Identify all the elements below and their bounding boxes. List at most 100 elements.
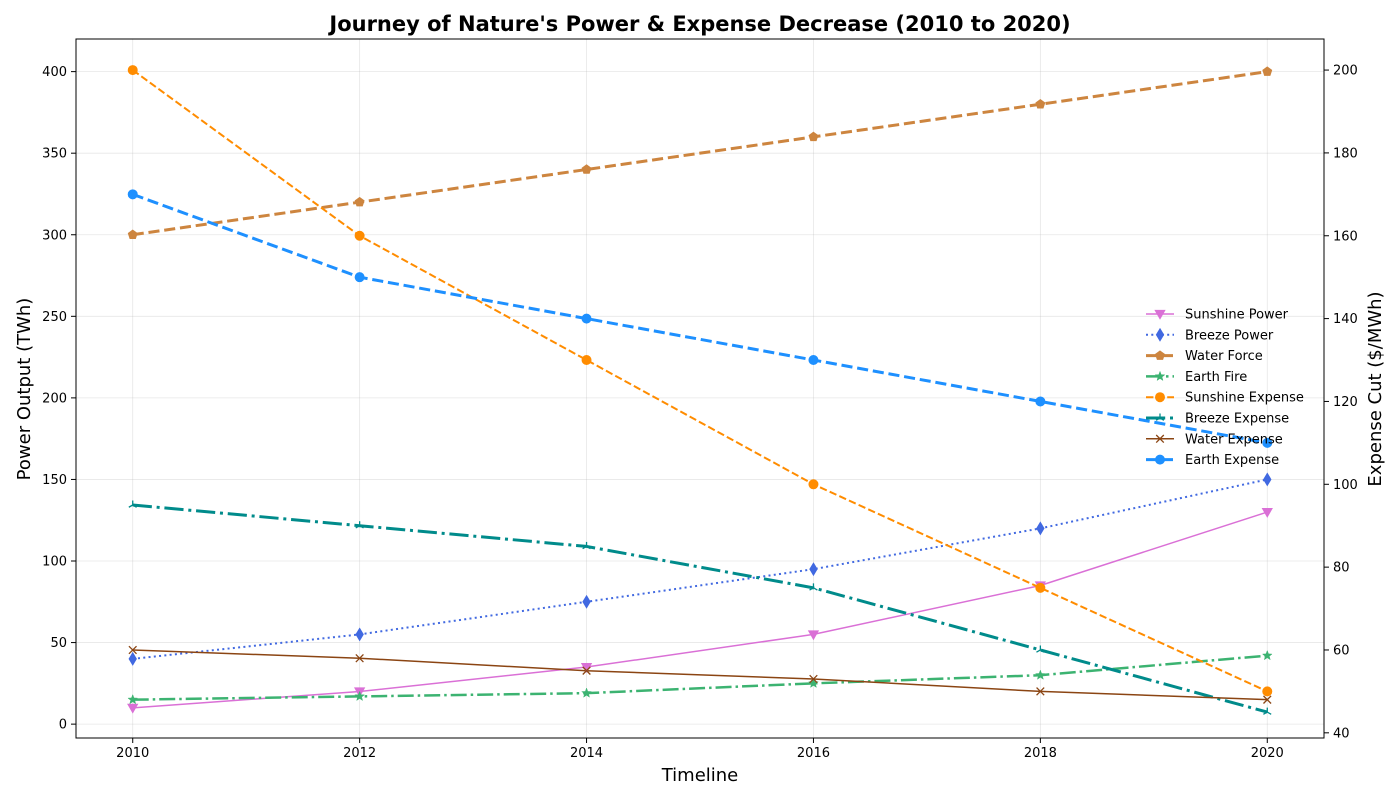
data-point-earth-expense (127, 189, 138, 200)
legend-label: Water Expense (1185, 432, 1283, 447)
y-right-tick-label: 100 (1333, 478, 1358, 493)
data-point-water-expense (128, 645, 137, 655)
y-left-tick-label: 0 (59, 718, 67, 733)
data-point-earth-fire (1261, 649, 1273, 661)
marker-stroke (1159, 417, 1165, 421)
data-point-sunshine-expense (1262, 686, 1273, 697)
marker-stroke (1036, 687, 1045, 696)
data-point-water-expense (582, 666, 591, 675)
marker-stroke (355, 654, 364, 663)
legend-item-breeze-power: Breeze Power (1146, 327, 1274, 343)
legend-swatch-marker (1155, 350, 1165, 360)
legend-label: Earth Expense (1185, 453, 1279, 468)
x-axis: 2010 2012 2014 2016 2018 2020 (116, 738, 1284, 761)
marker-stroke (1263, 711, 1268, 715)
data-point-sunshine-power (127, 703, 139, 714)
legend-item-sunshine-power: Sunshine Power (1146, 308, 1289, 323)
legend-swatch-marker (1155, 327, 1165, 342)
marker-stroke (813, 587, 818, 591)
data-point-earth-fire (1034, 669, 1046, 680)
marker-stroke (586, 545, 591, 550)
legend-swatch-marker (1155, 454, 1165, 465)
data-point-water-force (808, 131, 819, 142)
data-point-water-force (354, 196, 365, 207)
legend-swatch-marker (1154, 370, 1166, 382)
series-markers-breeze-power (128, 472, 1272, 666)
x-tick-label: 2018 (1024, 746, 1057, 761)
data-point-sunshine-power (1261, 507, 1273, 518)
legend-item-sunshine-expense: Sunshine Expense (1146, 391, 1304, 406)
series-line-earth-expense (132, 192, 1268, 445)
legend-label: Sunshine Expense (1185, 391, 1304, 406)
data-point-water-expense (1263, 695, 1272, 704)
y-axis-right-label: Expense Cut ($/MWh) (1365, 291, 1386, 486)
data-point-earth-expense (581, 313, 592, 324)
y-right-tick-label: 160 (1333, 229, 1358, 244)
marker-stroke (1036, 649, 1041, 653)
legend-label: Breeze Power (1185, 328, 1274, 343)
legend-item-breeze-expense: Breeze Expense (1146, 412, 1289, 427)
series-line-sunshine-expense (132, 69, 1268, 693)
data-point-water-force (1262, 66, 1273, 76)
legend: Sunshine Power Breeze Power Water Force Ear… (1146, 308, 1304, 468)
data-point-breeze-power (1263, 472, 1272, 487)
legend-label: Earth Fire (1185, 370, 1247, 385)
marker-stroke (359, 525, 364, 529)
y-left-tick-label: 350 (42, 147, 67, 162)
y-left-tick-label: 300 (42, 228, 67, 243)
marker-stroke (1266, 711, 1272, 715)
data-point-breeze-power (128, 651, 137, 666)
x-tick-label: 2020 (1251, 746, 1284, 761)
marker-stroke (1155, 434, 1165, 444)
data-point-water-force (1035, 99, 1046, 109)
marker-stroke (582, 545, 587, 550)
x-tick-label: 2014 (570, 746, 603, 761)
series-markers-earth-expense (127, 189, 1273, 448)
series-markers-sunshine-power (127, 507, 1273, 714)
marker-stroke (1155, 417, 1161, 421)
data-point-sunshine-expense (1035, 582, 1046, 593)
legend-item-water-force: Water Force (1146, 349, 1263, 364)
y-right-tick-label: 180 (1333, 146, 1358, 161)
series-lines (132, 69, 1268, 714)
plot-area-frame (75, 38, 1325, 739)
y-right-tick-label: 60 (1333, 643, 1350, 658)
x-tick-label: 2010 (116, 746, 149, 761)
legend-item-water-expense: Water Expense (1146, 432, 1283, 447)
y-left-tick-label: 150 (42, 473, 67, 488)
data-point-sunshine-expense (127, 65, 138, 76)
marker-stroke (128, 504, 134, 508)
legend-label: Breeze Expense (1185, 412, 1289, 427)
data-point-sunshine-expense (808, 479, 819, 490)
x-axis-label: Timeline (661, 765, 739, 786)
data-point-earth-fire (581, 687, 592, 698)
series-markers-sunshine-expense (127, 65, 1273, 697)
data-point-earth-fire (354, 690, 366, 702)
data-point-breeze-expense (128, 500, 137, 508)
data-point-sunshine-expense (581, 355, 592, 366)
series-markers-water-force (127, 66, 1273, 239)
y-left-tick-label: 200 (42, 391, 67, 406)
data-point-sunshine-expense (354, 230, 365, 241)
data-point-breeze-power (582, 594, 591, 609)
y-axis-right: 40 60 80 100 120 140 160 180 200 (1324, 64, 1358, 741)
series-line-earth-fire (132, 654, 1268, 701)
data-point-breeze-expense (809, 583, 818, 591)
marker-stroke (809, 674, 818, 684)
legend-swatch-marker (1155, 392, 1165, 403)
y-left-tick-label: 250 (42, 310, 67, 325)
legend-label: Water Force (1185, 349, 1263, 364)
chart-title: Journey of Nature's Power & Expense Decr… (327, 12, 1070, 36)
data-point-breeze-expense (582, 541, 591, 550)
marker-stroke (132, 504, 137, 508)
data-point-water-force (127, 229, 138, 239)
legend-item-earth-expense: Earth Expense (1146, 453, 1279, 468)
data-point-earth-fire (127, 693, 139, 705)
data-point-water-expense (809, 674, 818, 684)
marker-stroke (1040, 649, 1045, 653)
y-axis-left: 0 50 100 150 200 250 300 350 400 (42, 65, 76, 733)
data-point-breeze-power (1036, 521, 1045, 536)
series-markers-water-expense (128, 645, 1272, 704)
